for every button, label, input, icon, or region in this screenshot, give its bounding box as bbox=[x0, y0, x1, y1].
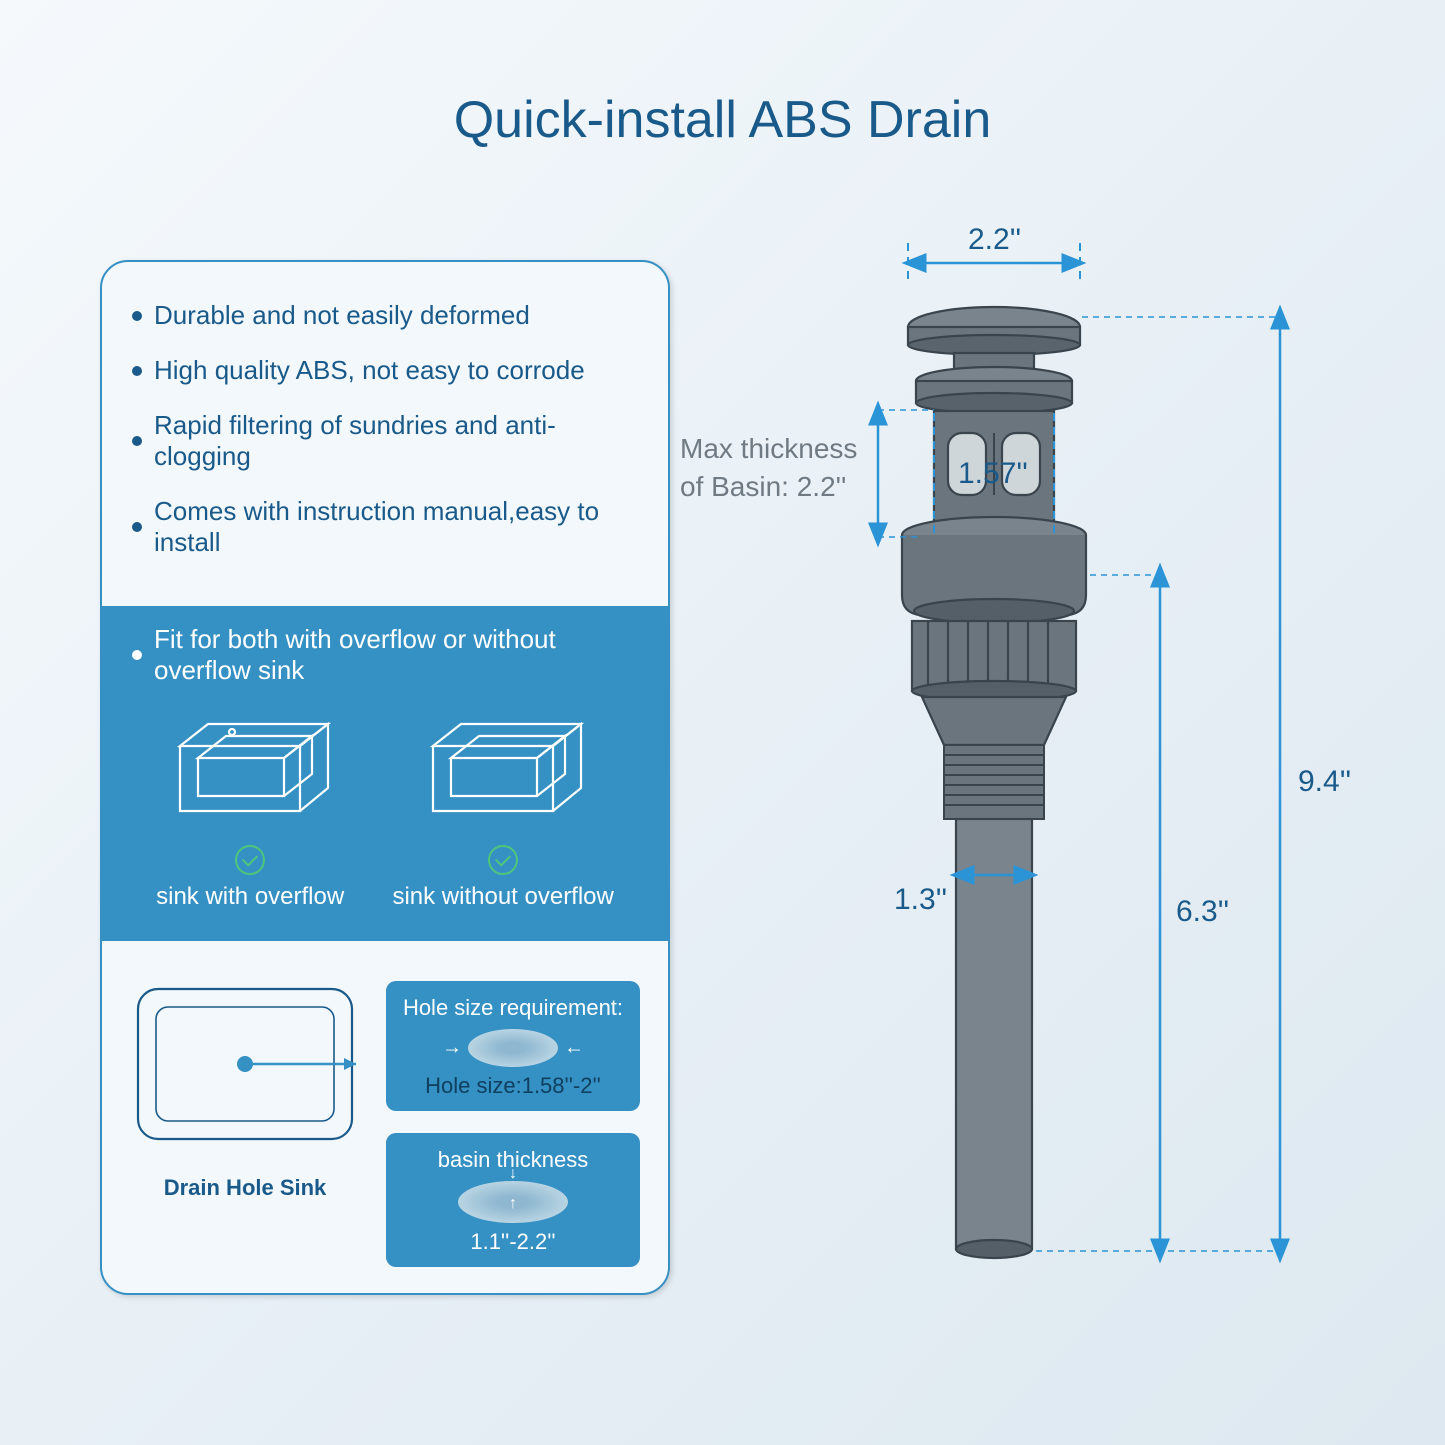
bullet-item: Rapid filtering of sundries and anti-clo… bbox=[132, 410, 638, 472]
check-icon bbox=[235, 845, 265, 875]
basin-thickness-box: basin thickness ↓ ↑ 1.1''-2.2'' bbox=[386, 1133, 640, 1267]
arrow-right-icon: → bbox=[442, 1037, 462, 1060]
basin-thickness-value: 1.1''-2.2'' bbox=[400, 1229, 626, 1255]
requirements-column: Hole size requirement: → ← Hole size:1.5… bbox=[386, 981, 640, 1267]
max-thickness-label: Max thickness of Basin: 2.2'' bbox=[680, 430, 857, 506]
bullet-item: Comes with instruction manual,easy to in… bbox=[132, 496, 638, 558]
page-title: Quick-install ABS Drain bbox=[0, 0, 1445, 150]
sink-with-label: sink with overflow bbox=[156, 883, 344, 911]
drain-drawing bbox=[720, 235, 1370, 1325]
bullet-dot-icon bbox=[132, 311, 142, 321]
dim-pipe-width: 1.3'' bbox=[894, 883, 947, 917]
dim-total-height: 9.4'' bbox=[1298, 765, 1351, 799]
hole-size-title: Hole size requirement: bbox=[400, 995, 626, 1021]
bullet-list: Durable and not easily deformed High qua… bbox=[102, 262, 668, 606]
sink-with-overflow-icon bbox=[160, 706, 340, 836]
bullet-text: Comes with instruction manual,easy to in… bbox=[154, 496, 638, 558]
arrow-left-icon: ← bbox=[564, 1037, 584, 1060]
hole-size-box: Hole size requirement: → ← Hole size:1.5… bbox=[386, 981, 640, 1111]
band-bullet-text: Fit for both with overflow or without ov… bbox=[154, 624, 638, 686]
dim-pipe-height: 6.3'' bbox=[1176, 895, 1229, 929]
drain-hole-label: Drain Hole Sink bbox=[130, 1175, 360, 1201]
arrow-down-icon: ↓ bbox=[509, 1165, 517, 1183]
band-bullet: Fit for both with overflow or without ov… bbox=[132, 624, 638, 686]
check-icon bbox=[488, 845, 518, 875]
overflow-band: Fit for both with overflow or without ov… bbox=[102, 606, 668, 941]
technical-diagram: 2.2'' 1.57'' 1.3'' 6.3'' 9.4'' Max thick… bbox=[720, 235, 1370, 1325]
bullet-text: Rapid filtering of sundries and anti-clo… bbox=[154, 410, 638, 472]
bullet-item: Durable and not easily deformed bbox=[132, 300, 638, 331]
bullet-item: High quality ABS, not easy to corrode bbox=[132, 355, 638, 386]
bottom-panel: Drain Hole Sink Hole size requirement: →… bbox=[102, 941, 668, 1295]
sink-row: sink with overflow sink without overflow bbox=[132, 706, 638, 911]
feature-card: Durable and not easily deformed High qua… bbox=[100, 260, 670, 1295]
hole-ellipse-icon: → ← bbox=[468, 1029, 558, 1067]
sink-without-overflow: sink without overflow bbox=[392, 706, 613, 911]
bullet-dot-icon bbox=[132, 436, 142, 446]
drain-hole-sink-icon bbox=[130, 981, 360, 1156]
sink-without-overflow-icon bbox=[413, 706, 593, 836]
basin-ellipse-icon: ↓ ↑ bbox=[458, 1181, 568, 1223]
bullet-dot-icon bbox=[132, 650, 142, 660]
bullet-dot-icon bbox=[132, 522, 142, 532]
drain-hole-box: Drain Hole Sink bbox=[130, 981, 360, 1267]
dim-cap-width: 2.2'' bbox=[968, 223, 1021, 257]
sink-with-overflow: sink with overflow bbox=[156, 706, 344, 911]
dim-body-width: 1.57'' bbox=[958, 457, 1028, 491]
hole-size-value: Hole size:1.58''-2'' bbox=[400, 1073, 626, 1099]
arrow-up-icon: ↑ bbox=[509, 1195, 517, 1213]
bullet-dot-icon bbox=[132, 366, 142, 376]
bullet-text: High quality ABS, not easy to corrode bbox=[154, 355, 585, 386]
sink-without-label: sink without overflow bbox=[392, 883, 613, 911]
bullet-text: Durable and not easily deformed bbox=[154, 300, 530, 331]
